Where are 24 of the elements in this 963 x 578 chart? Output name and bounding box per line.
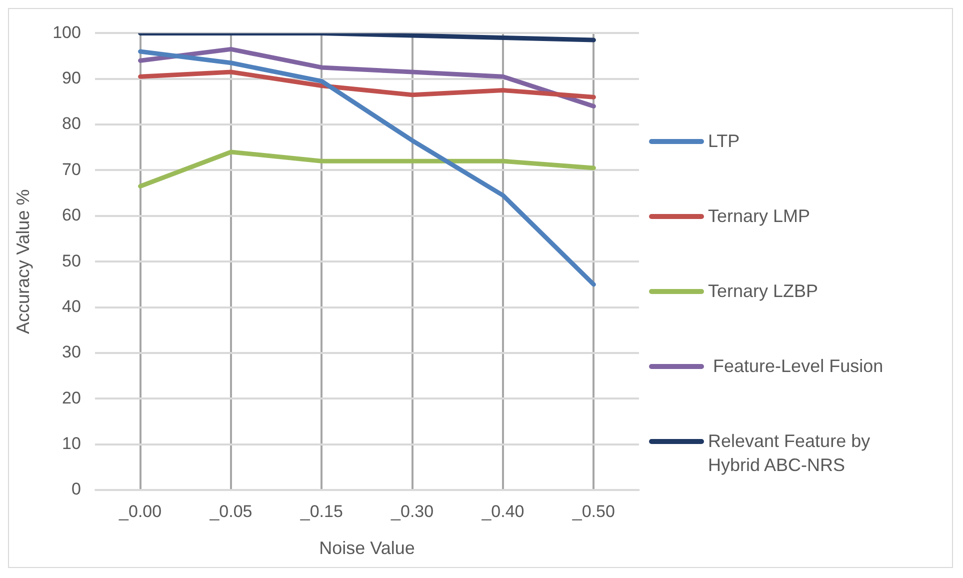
y-tick-label: 80 <box>62 114 81 134</box>
x-tick-label: _0.50 <box>571 502 615 521</box>
y-tick-label: 90 <box>62 68 81 88</box>
y-tick-label: 60 <box>62 206 81 225</box>
y-tick-label: 10 <box>62 434 81 454</box>
legend-label: Feature-Level Fusion <box>712 355 884 378</box>
x-tick-label: _0.40 <box>480 502 524 521</box>
y-axis-title: Accuracy Value % <box>12 189 33 334</box>
y-tick-label: 20 <box>62 388 81 408</box>
y-tick-label: 70 <box>62 160 81 179</box>
x-tick-label: _0.15 <box>299 502 343 521</box>
x-tick-label: _0.30 <box>390 502 434 521</box>
y-tick-label: 40 <box>62 296 81 316</box>
y-tick-label: 100 <box>52 22 81 42</box>
legend-label: Ternary LZBP <box>708 280 820 303</box>
y-tick-label: 50 <box>62 251 81 270</box>
x-tick-label: _0.05 <box>208 502 252 521</box>
x-tick-label: _0.00 <box>118 502 162 521</box>
legend-label: Ternary LMP <box>708 205 812 228</box>
y-tick-label: 0 <box>71 480 81 499</box>
x-axis-title: Noise Value <box>319 538 415 558</box>
y-tick-label: 30 <box>62 342 81 362</box>
legend-label: LTP <box>708 130 741 153</box>
legend-label: Relevant Feature by Hybrid ABC-NRS <box>708 430 872 477</box>
